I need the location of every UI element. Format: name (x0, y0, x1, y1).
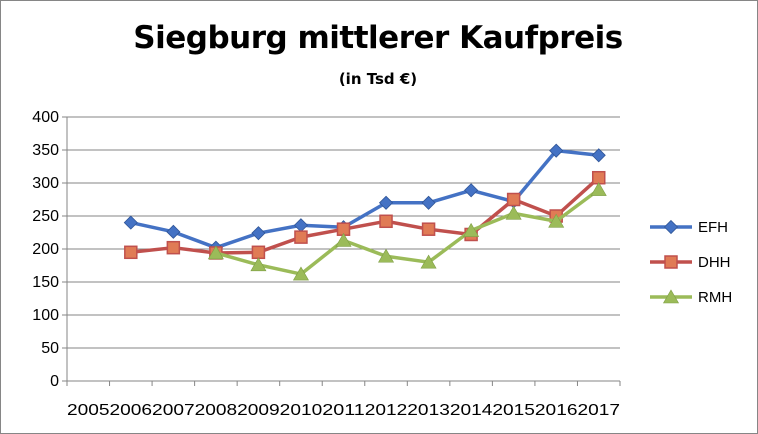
data-point-efh (549, 143, 564, 158)
data-point-dhh (251, 245, 266, 260)
data-point-rmh (207, 245, 224, 260)
chart-subtitle: (in Tsd €) (338, 70, 418, 88)
x-tick-label: 2009 (237, 402, 280, 419)
data-point-efh (378, 195, 394, 210)
legend-label-efh: EFH (698, 219, 728, 236)
y-tick-label: 200 (32, 241, 59, 258)
legend: EFH DHH RMH (650, 219, 732, 306)
data-point-rmh (292, 266, 309, 281)
x-tick-label: 2010 (280, 402, 323, 419)
data-point-efh (166, 224, 181, 239)
series-line-rmh (214, 187, 601, 276)
data-point-rmh (505, 205, 522, 220)
x-tick-label: 2005 (67, 402, 110, 419)
y-tick-label: 100 (32, 307, 59, 324)
y-tick-label: 350 (32, 142, 59, 159)
y-tick-label: 50 (41, 340, 59, 357)
data-point-efh (464, 183, 479, 198)
x-tick-label: 2015 (492, 402, 535, 419)
x-tick-label: 2014 (450, 402, 493, 419)
chart-title: Siegburg mittlerer Kaufpreis (133, 20, 623, 56)
data-point-efh (293, 218, 309, 233)
x-axis-ticks: 2005 2006 2007 2008 2009 2010 2011 2012 2013 2014… (67, 402, 620, 419)
legend-marker-dhh (664, 255, 678, 269)
data-point-rmh (590, 181, 607, 196)
x-tick-label: 2008 (195, 402, 238, 419)
x-tick-label: 2016 (535, 402, 578, 419)
y-tick-label: 300 (32, 175, 59, 192)
y-axis-ticks: 0 50 100 150 200 250 300 350 400 (32, 109, 59, 390)
x-tick-label: 2012 (365, 402, 408, 419)
y-tick-label: 150 (32, 274, 59, 291)
data-point-dhh (591, 170, 606, 185)
x-tick-label: 2011 (322, 402, 365, 419)
data-point-dhh (379, 214, 393, 229)
legend-label-dhh: DHH (698, 254, 731, 271)
data-point-rmh (335, 232, 352, 247)
y-tick-label: 400 (32, 109, 59, 126)
data-point-dhh (124, 245, 138, 260)
series-group (123, 143, 607, 281)
data-point-rmh (378, 248, 395, 263)
axes (62, 116, 621, 386)
x-tick-label: 2017 (577, 402, 620, 419)
y-tick-label: 0 (50, 373, 59, 390)
data-point-efh (591, 148, 606, 163)
data-point-dhh (421, 222, 436, 236)
x-tick-label: 2007 (152, 402, 195, 419)
legend-marker-rmh (662, 289, 680, 304)
data-point-rmh (463, 222, 480, 237)
data-point-rmh (420, 254, 437, 269)
data-point-efh (421, 195, 436, 210)
data-point-efh (251, 226, 266, 241)
data-point-efh (123, 215, 138, 230)
data-point-dhh (506, 192, 521, 207)
legend-marker-efh (663, 219, 679, 235)
legend-label-rmh: RMH (698, 289, 732, 306)
series-line-dhh (129, 175, 601, 255)
y-tick-label: 250 (32, 208, 59, 225)
x-tick-label: 2013 (407, 402, 450, 419)
data-point-rmh (250, 257, 267, 272)
data-point-rmh (548, 213, 565, 228)
data-point-dhh (294, 230, 308, 244)
series-line-efh (129, 148, 601, 250)
x-tick-label: 2006 (110, 402, 153, 419)
data-point-dhh (166, 240, 181, 255)
